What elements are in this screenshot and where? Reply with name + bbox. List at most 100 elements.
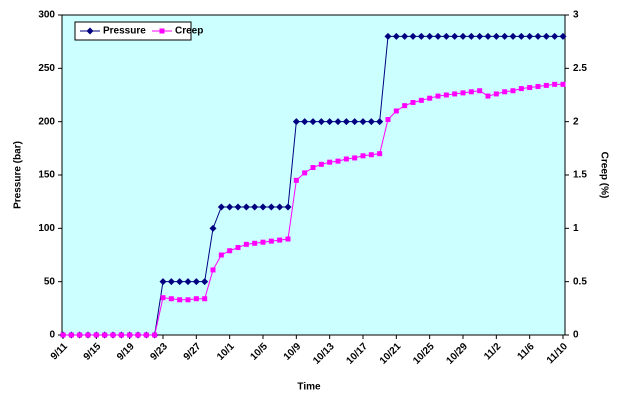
pressure-marker xyxy=(217,203,225,211)
pressure-marker xyxy=(351,118,359,126)
creep-marker xyxy=(477,88,483,94)
creep-marker xyxy=(327,159,333,165)
pressure-marker xyxy=(317,118,325,126)
pressure-marker xyxy=(426,32,434,40)
pressure-marker xyxy=(392,32,400,40)
y-axis-label: Pressure (bar) xyxy=(13,141,24,209)
x-tick-label: 11/2 xyxy=(482,341,503,362)
pressure-marker xyxy=(309,118,317,126)
creep-marker xyxy=(102,332,108,338)
y-tick-label: 100 xyxy=(38,223,55,234)
y-tick-label: 300 xyxy=(38,10,55,21)
plot-area xyxy=(61,14,566,336)
pressure-marker xyxy=(334,118,342,126)
creep-marker xyxy=(68,332,74,338)
pressure-marker xyxy=(551,32,559,40)
pressure-marker xyxy=(492,32,500,40)
x-tick-label: 9/19 xyxy=(115,341,137,363)
y2-axis-label: Creep (%) xyxy=(598,152,609,199)
creep-marker xyxy=(285,236,291,242)
creep-marker xyxy=(385,117,391,123)
creep-marker xyxy=(335,158,341,164)
pressure-marker xyxy=(284,203,292,211)
x-tick-label: 10/17 xyxy=(345,341,371,367)
y-tick-label: 0 xyxy=(49,330,55,341)
creep-marker xyxy=(302,170,308,176)
creep-marker xyxy=(468,89,474,95)
pressure-marker xyxy=(242,203,250,211)
pressure-marker xyxy=(367,118,375,126)
creep-marker xyxy=(368,152,374,158)
y2-tick-label: 0 xyxy=(573,330,579,341)
creep-marker xyxy=(443,92,449,98)
x-tick-label: 10/5 xyxy=(248,341,270,363)
creep-marker xyxy=(110,332,116,338)
creep-marker xyxy=(118,332,124,338)
pressure-marker xyxy=(267,203,275,211)
creep-marker xyxy=(435,93,441,99)
creep-marker xyxy=(510,88,516,94)
y2-tick-label: 2.5 xyxy=(573,63,587,74)
creep-marker xyxy=(127,332,133,338)
pressure-marker xyxy=(509,32,517,40)
pressure-marker xyxy=(476,32,484,40)
y2-tick-label: 2 xyxy=(573,116,579,127)
creep-marker xyxy=(402,103,408,109)
pressure-marker xyxy=(467,32,475,40)
pressure-marker xyxy=(326,118,334,126)
creep-marker xyxy=(243,241,249,247)
pressure-marker xyxy=(542,32,550,40)
x-axis-label: Time xyxy=(297,382,321,393)
creep-marker xyxy=(185,297,191,303)
y2-tick-label: 3 xyxy=(573,10,579,21)
creep-marker xyxy=(318,161,324,167)
creep-marker xyxy=(518,86,524,92)
creep-marker xyxy=(93,332,99,338)
pressure-marker xyxy=(384,32,392,40)
creep-marker xyxy=(560,81,566,87)
creep-marker xyxy=(293,177,299,183)
creep-marker xyxy=(310,165,316,171)
pressure-marker xyxy=(442,32,450,40)
y-tick-label: 150 xyxy=(38,170,55,181)
creep-marker xyxy=(352,155,358,161)
pressure-marker xyxy=(417,32,425,40)
creep-marker xyxy=(543,82,549,88)
x-tick-label: 11/6 xyxy=(515,341,536,362)
y2-tick-label: 0.5 xyxy=(573,276,587,287)
creep-marker xyxy=(377,151,383,157)
creep-marker xyxy=(418,97,424,103)
x-tick-label: 10/29 xyxy=(445,341,471,367)
x-tick-label: 10/1 xyxy=(215,341,237,363)
pressure-marker xyxy=(234,203,242,211)
creep-marker xyxy=(393,108,399,114)
creep-marker xyxy=(60,332,66,338)
legend-box xyxy=(74,21,192,41)
creep-marker xyxy=(160,295,166,301)
creep-marker xyxy=(427,95,433,101)
pressure-marker xyxy=(292,118,300,126)
creep-marker xyxy=(502,89,508,95)
creep-marker xyxy=(527,85,533,91)
creep-marker xyxy=(218,252,224,258)
y2-tick-label: 1.5 xyxy=(573,170,587,181)
pressure-marker xyxy=(359,118,367,126)
creep-marker xyxy=(159,28,165,34)
x-tick-label: 9/27 xyxy=(182,341,204,363)
pressure-marker xyxy=(376,118,384,126)
pressure-marker xyxy=(176,278,184,286)
pressure-marker xyxy=(159,278,167,286)
creep-marker xyxy=(168,296,174,302)
creep-marker xyxy=(177,297,183,303)
x-tick-label: 11/10 xyxy=(545,341,570,366)
pressure-marker xyxy=(517,32,525,40)
x-tick-label: 10/9 xyxy=(282,341,304,363)
creep-marker xyxy=(360,153,366,159)
pressure-marker xyxy=(167,278,175,286)
creep-marker xyxy=(277,237,283,243)
creep-marker xyxy=(452,91,458,97)
creep-marker xyxy=(235,245,241,251)
creep-marker xyxy=(260,239,266,245)
pressure-marker xyxy=(409,32,417,40)
